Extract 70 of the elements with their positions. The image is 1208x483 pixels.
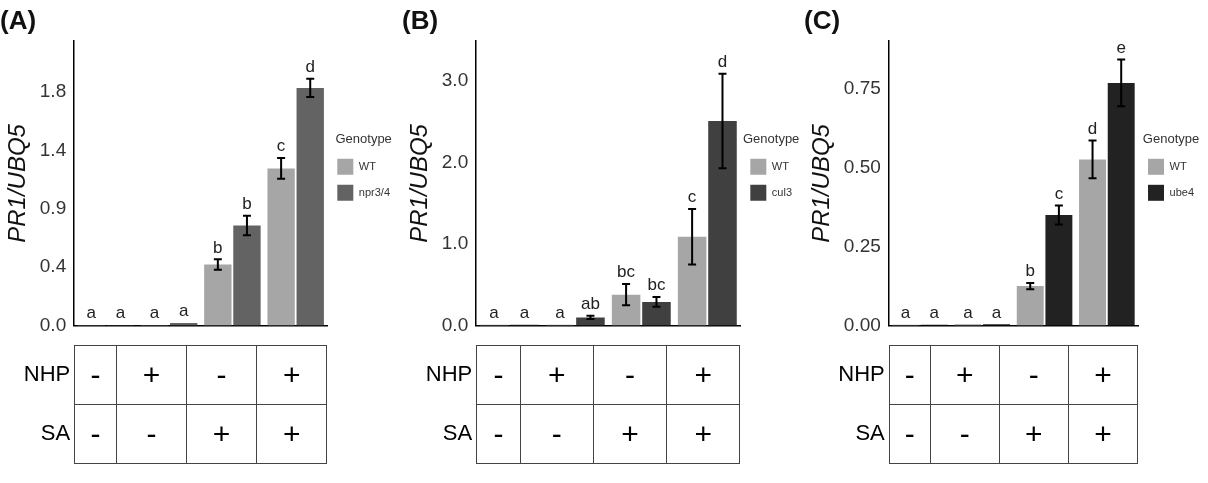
y-tick-label: 3.0	[441, 69, 469, 91]
data-label: c	[276, 136, 286, 156]
legend-label: WT	[771, 159, 790, 172]
category-label: - -	[90, 358, 101, 450]
y-axis-title: PR1/UBQ5	[3, 123, 31, 243]
legend-title: Genotype	[335, 131, 392, 147]
data-label: c	[1054, 183, 1064, 203]
chart-title: (B)	[402, 4, 439, 35]
category-label: + +	[282, 358, 301, 450]
y-tick-label: 1.0	[441, 232, 469, 254]
text: SA	[442, 420, 473, 446]
chart-title: (A)	[0, 4, 37, 35]
y-tick-label: 2.0	[441, 150, 469, 172]
category-label: - -	[493, 358, 504, 450]
category-label: + -	[956, 358, 974, 450]
data-label: a	[900, 302, 911, 322]
legend-label: ube4	[1169, 185, 1195, 198]
data-label: a	[555, 302, 566, 322]
data-label: a	[149, 303, 160, 323]
data-label: e	[1116, 37, 1126, 57]
data-label: a	[86, 303, 97, 323]
data-label: b	[213, 237, 223, 257]
y-tick-label: 0.0	[39, 313, 67, 335]
data-label: bc	[647, 275, 666, 295]
text: NHP	[23, 361, 71, 387]
legend-label: npr3/4	[358, 185, 391, 198]
category-label: - +	[212, 358, 231, 450]
text: SA	[855, 420, 885, 446]
y-tick-label: 0.0	[441, 313, 469, 335]
data-label: b	[1025, 261, 1035, 281]
category-label: - +	[1025, 358, 1043, 450]
data-label: d	[305, 57, 315, 77]
text: NHP	[838, 361, 885, 387]
y-tick-label: 0.9	[39, 196, 67, 218]
category-label: + -	[142, 358, 161, 450]
data-label: a	[991, 302, 1002, 322]
legend-title: Genotype	[1142, 131, 1200, 147]
y-axis-title: PR1/UBQ5	[405, 123, 433, 243]
y-tick-label: 0.75	[843, 76, 881, 98]
text: SA	[40, 420, 71, 446]
y-tick-label: 1.4	[39, 138, 67, 160]
data-label: c	[687, 187, 697, 207]
data-label: bc	[617, 262, 636, 282]
category-label: - +	[621, 358, 639, 450]
legend-title: Genotype	[742, 131, 800, 147]
data-label: a	[963, 302, 974, 322]
data-label: a	[489, 302, 500, 322]
data-label: a	[519, 302, 530, 322]
legend-label: WT	[1169, 159, 1187, 172]
y-tick-label: 1.8	[39, 80, 67, 102]
category-label: + +	[1094, 358, 1112, 450]
data-label: d	[1087, 118, 1098, 138]
category-label: + +	[694, 358, 712, 450]
y-tick-label: 0.00	[843, 313, 881, 335]
legend-label: WT	[358, 159, 377, 172]
text: NHP	[425, 361, 473, 387]
data-label: a	[178, 301, 189, 321]
data-label: b	[242, 194, 252, 214]
data-label: a	[929, 302, 940, 322]
y-tick-label: 0.4	[39, 255, 67, 277]
legend-label: cul3	[771, 185, 793, 198]
y-tick-label: 0.50	[843, 155, 881, 177]
y-tick-label: 0.25	[843, 234, 881, 256]
y-axis-title: PR1/UBQ5	[807, 123, 835, 243]
data-label: ab	[580, 294, 600, 314]
category-label: - -	[904, 358, 915, 450]
chart-title: (C)	[804, 4, 841, 35]
category-label: + -	[547, 358, 566, 450]
data-label: a	[115, 303, 126, 323]
data-label: d	[717, 51, 728, 71]
